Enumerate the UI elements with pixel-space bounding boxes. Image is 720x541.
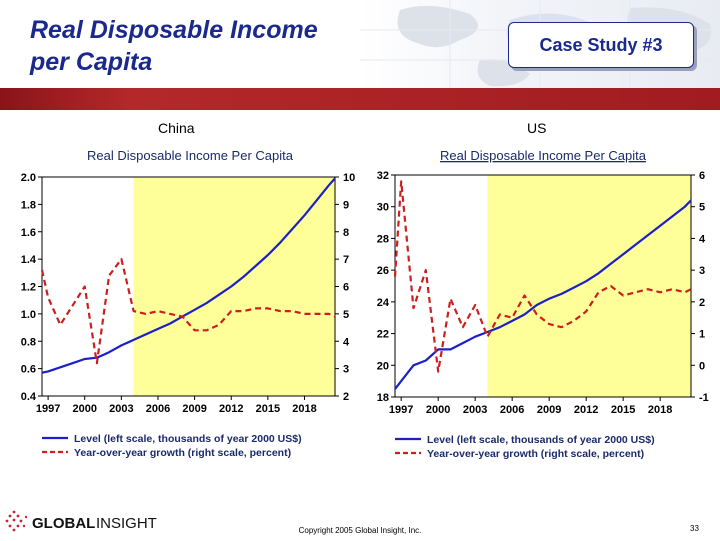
us-left-tick-label: 24 <box>377 297 390 309</box>
us-legend-label: Year-over-year growth (right scale, perc… <box>427 448 644 460</box>
china-chart-title: Real Disposable Income Per Capita <box>87 148 294 163</box>
china-x-tick-label: 1997 <box>36 403 60 415</box>
slide-title: Real Disposable Income per Capita <box>30 14 318 78</box>
us-left-tick-label: 28 <box>377 233 389 245</box>
us-plot-frame <box>394 174 692 398</box>
china-left-tick-label: 0.4 <box>21 391 37 403</box>
china-left-tick-label: 1.4 <box>21 254 37 266</box>
china-right-tick-label: 9 <box>343 199 349 211</box>
china-x-tick-label: 2009 <box>182 403 206 415</box>
china-x-tick-label: 2018 <box>292 403 316 415</box>
china-panel-label: China <box>158 120 195 136</box>
china-x-tick-label: 2006 <box>146 403 170 415</box>
global-insight-logo: GLOBAL INSIGHT <box>4 508 179 536</box>
slide-title-line-2: per Capita <box>30 48 153 76</box>
us-x-tick-label: 2015 <box>611 404 635 416</box>
china-left-tick-label: 0.6 <box>21 364 36 376</box>
us-forecast-shade <box>487 175 691 397</box>
us-left-tick-label: 18 <box>377 392 389 404</box>
us-chart: Real Disposable Income Per Capita1820222… <box>377 148 709 460</box>
us-right-tick-label: 3 <box>699 265 705 277</box>
us-panel-label: US <box>527 120 547 136</box>
us-chart-title: Real Disposable Income Per Capita <box>440 148 647 163</box>
us-legend-label: Level (left scale, thousands of year 200… <box>427 434 655 446</box>
us-x-tick-label: 2000 <box>426 404 450 416</box>
china-growth-line <box>40 257 336 365</box>
us-left-tick-label: 20 <box>377 360 389 372</box>
china-legend-label: Year-over-year growth (right scale, perc… <box>74 447 291 459</box>
china-left-tick-label: 1.6 <box>21 227 36 239</box>
us-left-tick-label: 30 <box>377 202 389 214</box>
china-x-tick-label: 2015 <box>256 403 280 415</box>
us-x-tick-label: 2018 <box>648 404 672 416</box>
china-x-tick-label: 2003 <box>109 403 133 415</box>
china-left-tick-label: 1.0 <box>21 309 36 321</box>
case-study-label: Case Study #3 <box>539 34 663 55</box>
slide-title-line-1: Real Disposable Income <box>30 16 318 44</box>
china-legend-label: Level (left scale, thousands of year 200… <box>74 433 302 445</box>
china-x-tick-label: 2012 <box>219 403 243 415</box>
us-left-tick-label: 32 <box>377 170 389 182</box>
china-right-tick-label: 2 <box>343 391 349 403</box>
us-right-tick-label: 4 <box>699 233 706 245</box>
us-right-tick-label: 5 <box>699 202 705 214</box>
us-growth-line <box>393 180 692 373</box>
china-x-tick-label: 2000 <box>72 403 96 415</box>
china-forecast-shade <box>133 177 335 396</box>
page-number: 33 <box>690 524 699 533</box>
us-right-tick-label: 2 <box>699 297 705 309</box>
china-left-tick-label: 0.8 <box>21 336 36 348</box>
china-right-tick-label: 7 <box>343 254 349 266</box>
us-left-tick-label: 26 <box>377 265 389 277</box>
us-x-tick-label: 2006 <box>500 404 524 416</box>
copyright-text: Copyright 2005 Global Insight, Inc. <box>298 526 422 535</box>
china-right-tick-label: 5 <box>343 309 349 321</box>
china-right-tick-label: 3 <box>343 364 349 376</box>
us-right-tick-label: 6 <box>699 170 705 182</box>
case-study-badge: Case Study #3 <box>508 22 694 68</box>
china-right-tick-label: 6 <box>343 282 349 294</box>
china-left-tick-label: 2.0 <box>21 172 36 184</box>
china-level-line <box>41 177 336 374</box>
china-chart: Real Disposable Income Per Capita 0.4 0.6 0… <box>21 148 356 459</box>
us-x-tick-label: 2012 <box>574 404 598 416</box>
us-right-tick-label: 1 <box>699 329 705 341</box>
china-right-tick-label: 8 <box>343 227 349 239</box>
logo-text-light: INSIGHT <box>96 515 157 532</box>
us-right-tick-label: -1 <box>699 392 709 404</box>
china-right-tick-label: 10 <box>343 172 355 184</box>
china-left-tick-label: 1.2 <box>21 282 36 294</box>
us-x-tick-label: 2009 <box>537 404 561 416</box>
us-x-tick-label: 1997 <box>389 404 413 416</box>
logo-text-bold: GLOBAL <box>32 515 95 532</box>
china-left-tick-label: 1.8 <box>21 199 36 211</box>
globe-dots-icon <box>5 510 28 532</box>
china-right-tick-label: 4 <box>343 336 350 348</box>
us-x-tick-label: 2003 <box>463 404 487 416</box>
us-level-line <box>394 199 692 390</box>
us-left-tick-label: 22 <box>377 329 389 341</box>
us-right-tick-label: 0 <box>699 360 705 372</box>
title-band <box>0 88 720 110</box>
